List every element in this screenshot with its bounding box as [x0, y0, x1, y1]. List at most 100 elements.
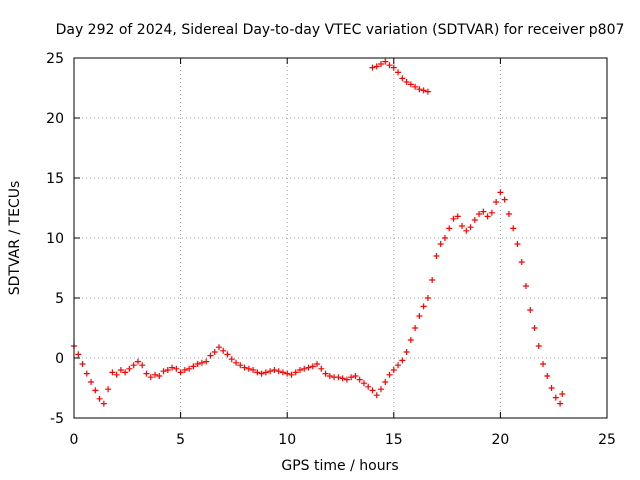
data-point [548, 385, 555, 391]
data-point [314, 361, 321, 367]
data-point [395, 69, 402, 76]
data-point [403, 79, 410, 85]
data-point [228, 356, 235, 363]
data-point [326, 373, 333, 379]
data-point [403, 349, 410, 355]
data-point [386, 371, 393, 378]
data-point [147, 374, 154, 381]
x-axis-label: GPS time / hours [281, 458, 398, 474]
data-point [237, 362, 244, 369]
data-point [348, 374, 355, 381]
data-point [96, 395, 103, 402]
data-point [143, 370, 150, 377]
data-point [203, 358, 210, 365]
y-axis-label: SDTVAR / TECUs [7, 181, 23, 296]
data-point [369, 64, 376, 71]
data-point [463, 227, 470, 234]
data-point [309, 363, 316, 370]
data-point [450, 215, 457, 222]
data-point [522, 283, 529, 289]
data-point [220, 347, 227, 354]
data-point [267, 368, 274, 375]
data-point [335, 374, 342, 381]
data-point [305, 364, 312, 371]
data-point [352, 373, 359, 379]
data-point [186, 365, 193, 372]
data-point [412, 83, 419, 90]
data-point [386, 62, 393, 69]
data-point [399, 357, 406, 364]
data-point [284, 370, 291, 377]
data-point [360, 380, 367, 387]
data-point [420, 303, 427, 310]
data-point [480, 208, 487, 215]
x-tick-label: 0 [70, 432, 79, 448]
data-point [382, 58, 389, 65]
data-point [407, 337, 414, 343]
data-point [505, 211, 512, 217]
data-point [126, 365, 133, 372]
data-point [540, 361, 547, 367]
data-point [373, 63, 380, 70]
y-tick-label: 20 [46, 111, 64, 127]
data-point [343, 376, 350, 383]
data-point [134, 358, 141, 365]
data-point [160, 368, 167, 375]
data-point [378, 386, 385, 393]
data-point [527, 307, 534, 313]
data-point [79, 361, 86, 367]
data-point [390, 64, 397, 71]
data-point [173, 365, 180, 372]
data-point [446, 225, 453, 232]
data-point [152, 371, 159, 378]
data-point [441, 235, 448, 241]
data-point [258, 370, 265, 377]
data-point [497, 189, 504, 196]
data-point [339, 375, 346, 382]
data-point [407, 81, 414, 88]
data-point [275, 368, 282, 375]
data-point [271, 367, 278, 373]
data-point [117, 367, 124, 373]
data-point [557, 400, 564, 407]
data-point [412, 325, 419, 331]
y-tick-label: 15 [46, 171, 64, 187]
data-point [254, 369, 261, 376]
data-point [88, 379, 95, 385]
data-point [552, 394, 559, 401]
data-point [454, 213, 461, 220]
marks-layer [71, 58, 566, 407]
data-point [437, 241, 444, 247]
data-point [424, 295, 431, 301]
data-point [241, 364, 248, 371]
data-point [429, 277, 436, 283]
grid-layer [74, 58, 607, 418]
data-point [250, 367, 257, 373]
data-point [139, 362, 146, 369]
x-tick-label: 10 [278, 432, 296, 448]
data-point [369, 387, 376, 394]
data-point [288, 371, 295, 378]
plot-frame [73, 57, 608, 419]
data-point [190, 363, 197, 370]
data-point [390, 367, 397, 373]
data-point [420, 87, 427, 94]
data-point [181, 367, 188, 373]
data-point [279, 369, 286, 376]
data-point [100, 400, 107, 407]
data-point [215, 344, 222, 351]
data-point [318, 365, 325, 372]
y-tick-label: 25 [46, 51, 64, 67]
data-point [531, 325, 538, 331]
data-point [378, 61, 385, 67]
data-point [484, 213, 491, 220]
data-point [510, 225, 517, 232]
data-point [75, 351, 82, 358]
y-tick-label: 5 [55, 291, 64, 307]
data-point [476, 211, 483, 217]
data-point [416, 86, 423, 93]
data-point [130, 362, 137, 369]
data-point [245, 365, 252, 372]
data-point [194, 361, 201, 367]
